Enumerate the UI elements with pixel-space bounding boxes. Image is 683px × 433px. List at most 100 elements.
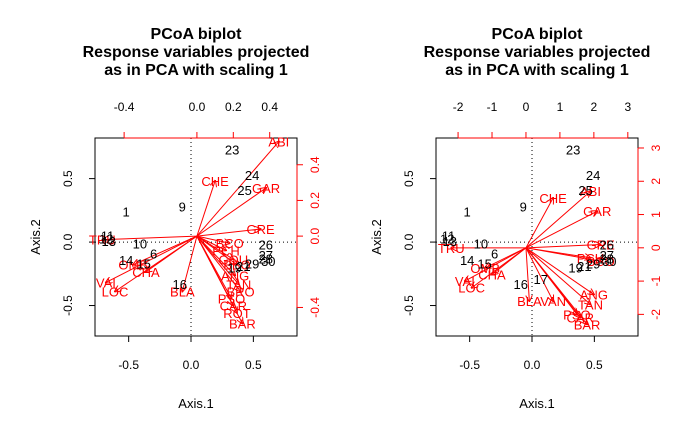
right-tick-label: 0.0 — [308, 227, 322, 244]
top-tick-label: -2 — [453, 100, 464, 114]
right-tick-label: 2 — [649, 178, 663, 185]
variable-arrow — [106, 235, 198, 282]
site-label: 12 — [440, 231, 454, 246]
variable-label: VAN — [540, 294, 566, 309]
right-tick-label: 1 — [649, 211, 663, 218]
variable-arrow — [196, 235, 230, 243]
bottom-tick-label: -0.5 — [459, 358, 480, 372]
variable-arrow — [525, 247, 591, 305]
variable-arrow — [102, 235, 197, 240]
site-label: 15 — [136, 257, 150, 272]
top-tick-label: 2 — [591, 100, 598, 114]
variable-label: TRU — [438, 241, 465, 256]
site-label: 26 — [259, 238, 273, 253]
right-tick-label: 0.4 — [308, 156, 322, 173]
variable-label: BLA — [517, 294, 542, 309]
site-label: 25 — [578, 183, 592, 198]
variable-label: TRU — [89, 233, 116, 248]
right-tick-label: -2 — [649, 309, 663, 320]
left-tick-label: -0.5 — [61, 295, 75, 316]
variable-arrow — [485, 247, 527, 268]
bottom-tick-label: 0.5 — [586, 358, 603, 372]
variable-arrow — [196, 235, 242, 323]
variable-arrow — [196, 229, 261, 237]
variable-label: TAN — [578, 297, 603, 312]
variable-label: LOC — [102, 284, 129, 299]
site-label: 12 — [99, 231, 113, 246]
variable-label: BAR — [574, 317, 601, 332]
variable-arrow — [525, 247, 594, 295]
site-label: 16 — [514, 277, 528, 292]
site-label: 13 — [442, 234, 456, 249]
site-label: 21 — [236, 259, 250, 274]
variable-arrow — [196, 188, 266, 237]
site-label: 24 — [245, 168, 259, 183]
site-label: 11 — [101, 229, 115, 244]
variable-label: GAR — [252, 181, 280, 196]
site-label: 1 — [464, 205, 471, 220]
variable-label: VAI — [455, 274, 475, 289]
chart-title-line: as in PCA with scaling 1 — [104, 62, 288, 79]
site-label: 10 — [133, 236, 147, 251]
chart-title-line: PCoA biplot — [151, 26, 243, 43]
variable-arrow — [196, 142, 279, 237]
site-label: 28 — [259, 252, 273, 267]
chart-title: PCoA biplot Response variables projected a… — [424, 26, 651, 79]
site-label: 23 — [225, 142, 239, 157]
site-label: 26 — [600, 238, 614, 253]
top-tick-label: 0.4 — [261, 100, 278, 114]
top-tick-label: -1 — [487, 100, 498, 114]
chart-title: PCoA biplot Response variables projected a… — [83, 26, 310, 79]
site-label: 11 — [442, 229, 456, 244]
variable-label: BLA — [170, 284, 195, 299]
site-label: 9 — [179, 200, 186, 215]
site-label: 13 — [101, 234, 115, 249]
site-label: 23 — [566, 142, 580, 157]
top-tick-label: 0.2 — [225, 100, 242, 114]
variable-arrow — [525, 244, 601, 249]
left-tick-label: 0.0 — [402, 233, 416, 250]
bottom-tick-label: -0.5 — [118, 358, 139, 372]
top-tick-label: 1 — [557, 100, 564, 114]
site-label: 25 — [237, 183, 251, 198]
variable-arrow — [196, 235, 241, 291]
site-label: 30 — [261, 254, 275, 269]
site-label: 27 — [259, 248, 273, 263]
variable-arrow — [525, 247, 587, 325]
variable-arrow — [133, 235, 198, 265]
variable-label: BCO — [587, 254, 615, 269]
variable-arrow — [525, 247, 553, 301]
variable-label: BRO — [226, 284, 254, 299]
chart-title-line: PCoA biplot — [492, 26, 584, 43]
variable-arrow — [196, 235, 237, 265]
variable-arrow — [525, 211, 597, 249]
variable-label: GAR — [583, 204, 611, 219]
y-axis-title: Axis.2 — [28, 219, 43, 254]
top-tick-label: 3 — [624, 100, 631, 114]
left-tick-label: 0.5 — [402, 170, 416, 187]
site-label: 29 — [245, 257, 259, 272]
left-tick-label: -0.5 — [402, 295, 416, 316]
variable-arrow — [525, 247, 529, 301]
site-label: 14 — [460, 253, 474, 268]
right-tick-label: -1 — [649, 275, 663, 286]
chart-title-line: Response variables projected — [424, 44, 651, 61]
site-label: 10 — [474, 236, 488, 251]
variable-arrow — [525, 247, 601, 261]
bottom-tick-label: 0.0 — [183, 358, 200, 372]
variable-label: ABI — [268, 135, 289, 150]
chart-title-line: Response variables projected — [83, 44, 310, 61]
site-label: 1 — [123, 205, 130, 220]
variable-label: GRE — [587, 237, 616, 252]
chart-title-line: as in PCA with scaling 1 — [445, 62, 629, 79]
top-tick-label: -0.4 — [114, 100, 135, 114]
variable-arrow — [146, 235, 198, 272]
variable-label: OMB — [118, 258, 148, 273]
x-axis-title: Axis.1 — [178, 396, 213, 411]
site-label: 17 — [534, 272, 548, 287]
top-tick-label: 0 — [523, 100, 530, 114]
x-axis-title: Axis.1 — [519, 396, 554, 411]
variable-label: CHE — [539, 191, 567, 206]
variable-arrow — [196, 235, 226, 250]
